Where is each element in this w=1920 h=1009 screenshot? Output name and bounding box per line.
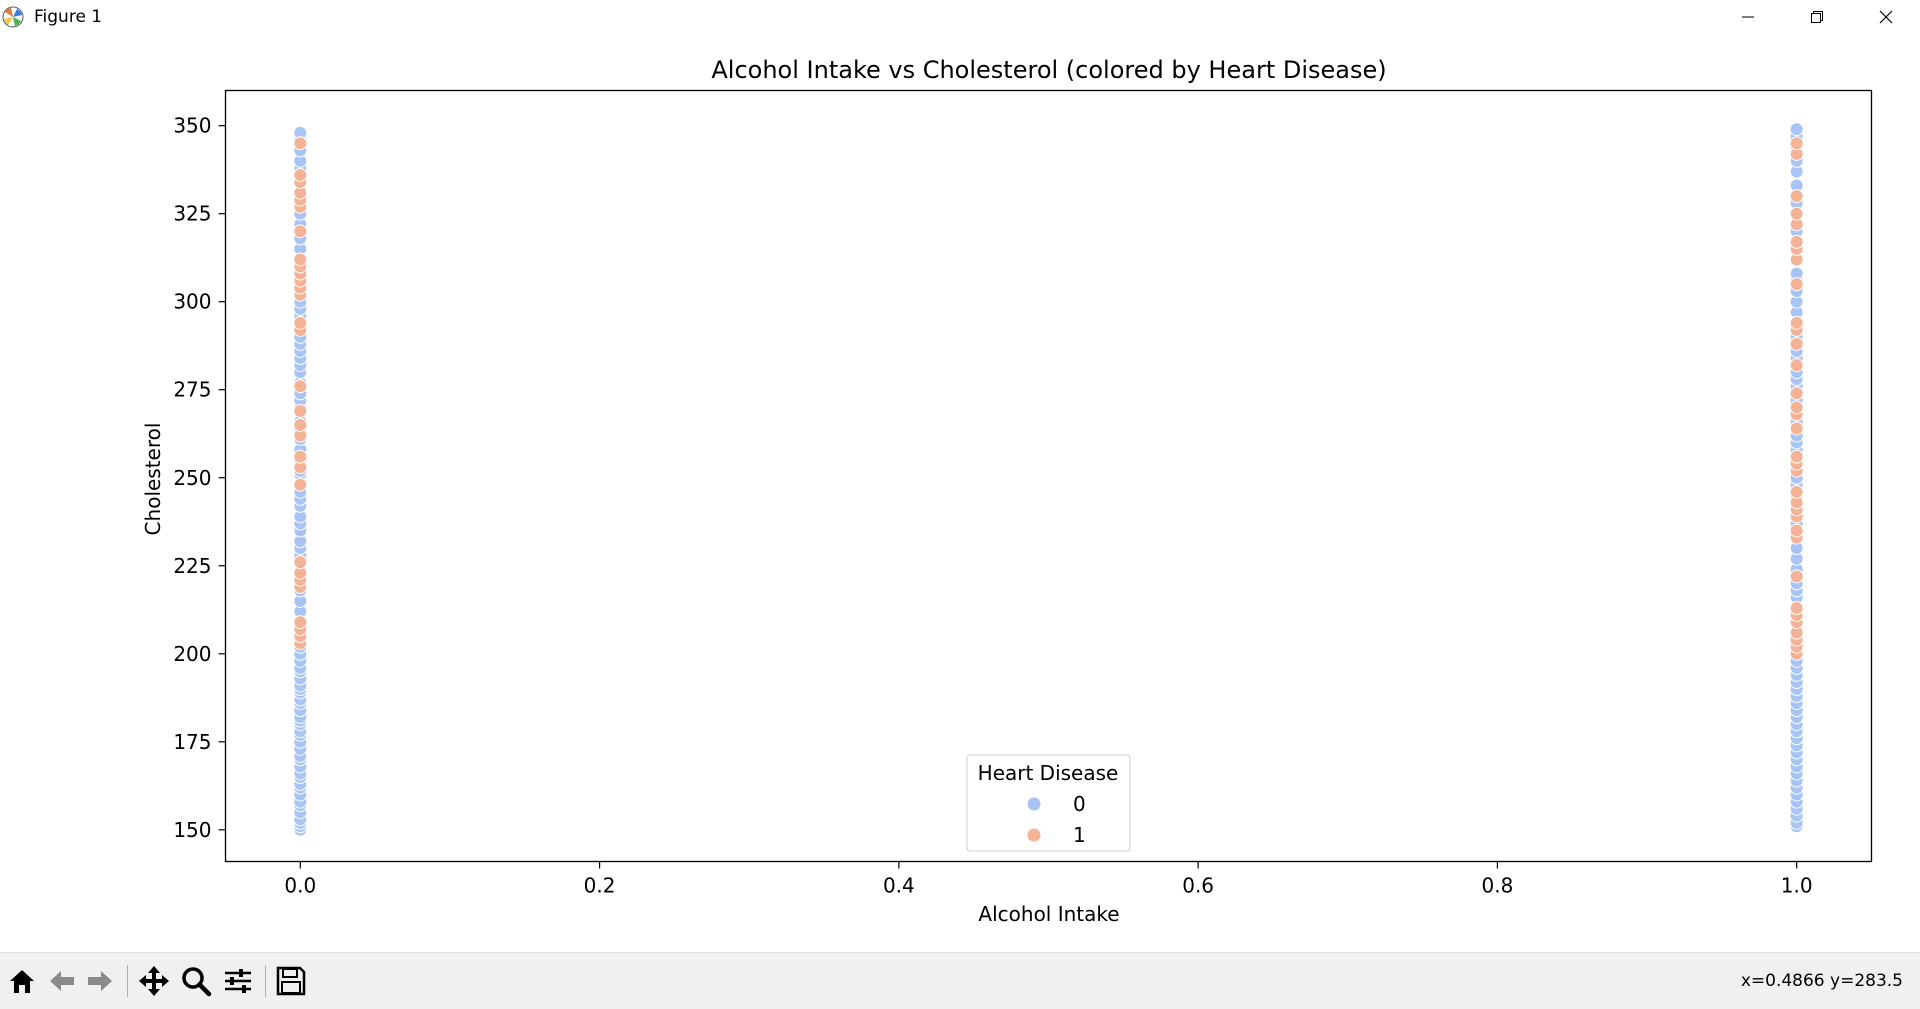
back-button[interactable] [44,963,80,999]
data-point-1 [1789,136,1804,151]
data-point-1 [293,403,308,418]
save-button[interactable] [273,963,309,999]
scatter-points [293,122,1804,837]
y-axis: 150 175 200 225 250 275 300 325 350 [173,114,226,842]
home-button[interactable] [4,963,40,999]
legend: Heart Disease 0 1 [966,754,1131,852]
minimize-icon [1741,16,1754,18]
data-point-0 [1789,122,1804,137]
y-tick-label: 150 [173,818,211,842]
restore-icon [1810,11,1823,23]
window-title: Figure 1 [34,7,103,27]
data-point-1 [293,417,308,432]
x-tick-label: 0.6 [1182,874,1214,898]
data-point-1 [1789,189,1804,204]
data-point-1 [1789,523,1804,538]
data-point-1 [1789,400,1804,415]
data-point-1 [1789,449,1804,464]
chart-title: Alcohol Intake vs Cholesterol (colored b… [711,56,1386,84]
x-tick-label: 0.4 [883,874,915,898]
data-point-1 [293,252,308,267]
figure-canvas[interactable]: Alcohol Intake vs Cholesterol (colored b… [0,34,1920,952]
legend-title: Heart Disease [978,761,1119,785]
data-point-1 [293,615,308,630]
y-axis-label: Cholesterol [141,423,165,536]
close-button[interactable] [1851,0,1920,34]
x-axis-label: Alcohol Intake [978,902,1119,926]
legend-frame [966,754,1131,852]
y-tick-label: 325 [173,202,211,226]
data-point-1 [293,555,308,570]
data-point-1 [293,167,308,182]
data-point-1 [1789,421,1804,436]
configure-icon [225,969,251,993]
y-tick-label: 275 [173,378,211,402]
scatter-chart: Alcohol Intake vs Cholesterol (colored b… [141,56,1873,926]
pan-button[interactable] [136,963,172,999]
forward-icon [88,971,112,991]
y-tick-label: 175 [173,730,211,754]
legend-label-0: 0 [1073,792,1086,816]
navigation-toolbar: x=0.4866 y=283.5 [0,952,1920,1009]
legend-marker-0 [1026,796,1042,812]
y-tick-label: 350 [173,114,211,138]
data-point-1 [1789,277,1804,292]
pan-icon [139,966,169,996]
data-point-1 [1789,601,1804,616]
matplotlib-logo-icon [2,6,24,28]
y-tick-label: 300 [173,290,211,314]
legend-label-1: 1 [1073,823,1086,847]
data-point-1 [293,379,308,394]
data-point-1 [1789,386,1804,401]
x-axis: 0.0 0.2 0.4 0.6 0.8 1.0 [284,861,1813,898]
data-point-1 [1789,315,1804,330]
toolbar-separator [265,965,266,997]
data-point-1 [1789,358,1804,373]
legend-marker-1 [1026,827,1042,843]
data-point-1 [1789,569,1804,584]
cursor-coordinates: x=0.4866 y=283.5 [1740,971,1903,991]
y-tick-label: 250 [173,466,211,490]
y-tick-label: 200 [173,642,211,666]
back-icon [50,971,74,991]
x-tick-label: 1.0 [1781,874,1813,898]
configure-button[interactable] [220,963,256,999]
save-icon [276,966,306,996]
close-icon [1879,10,1892,24]
x-tick-label: 0.0 [284,874,316,898]
home-icon [10,970,34,993]
data-point-1 [293,449,308,464]
zoom-icon [182,967,212,997]
data-point-1 [293,315,308,330]
x-tick-label: 0.2 [584,874,616,898]
data-point-1 [1789,206,1804,221]
window-controls [1713,0,1920,34]
toolbar-separator [127,965,128,997]
minimize-button[interactable] [1713,0,1782,34]
y-tick-label: 225 [173,554,211,578]
zoom-button[interactable] [178,963,214,999]
plot-frame [224,89,1873,863]
data-point-1 [293,477,308,492]
data-point-1 [1789,484,1804,499]
restore-button[interactable] [1782,0,1851,34]
window-titlebar: Figure 1 [0,0,1920,34]
data-point-1 [1789,336,1804,351]
forward-button[interactable] [82,963,118,999]
data-point-1 [1789,234,1804,249]
x-tick-label: 0.8 [1482,874,1514,898]
data-point-1 [293,136,308,151]
data-point-1 [293,224,308,239]
